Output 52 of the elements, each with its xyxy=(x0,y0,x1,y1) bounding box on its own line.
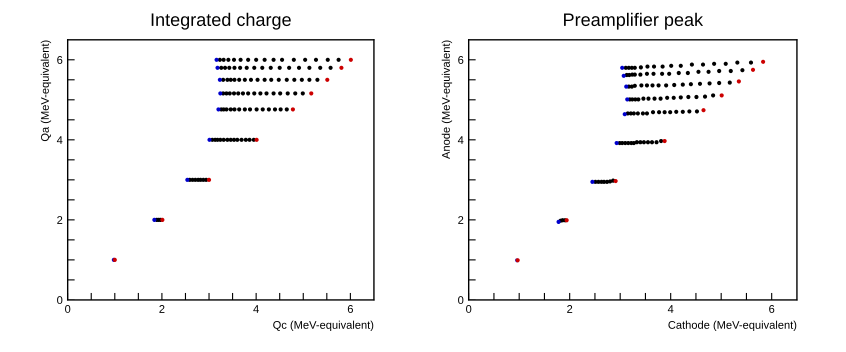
y-axis-title: Anode (MeV-equivalent) xyxy=(442,40,452,159)
point xyxy=(761,60,766,64)
x-axis-title: Qc (MeV-equivalent) xyxy=(273,320,374,332)
chart-title: Integrated charge xyxy=(152,12,291,30)
y-tick-label: 2 xyxy=(458,216,464,224)
point xyxy=(218,91,222,96)
point xyxy=(216,107,221,112)
x-axis-title: Cathode (MeV-equivalent) xyxy=(668,320,796,332)
point xyxy=(214,58,219,62)
point xyxy=(290,107,295,112)
point xyxy=(348,58,353,62)
point xyxy=(325,78,330,82)
chart-title: Preamplifier peak xyxy=(564,12,704,30)
point xyxy=(556,220,561,224)
x-tick-label: 6 xyxy=(769,305,774,313)
point xyxy=(720,93,724,98)
x-tick-label: 6 xyxy=(348,305,353,313)
point xyxy=(339,66,344,70)
point xyxy=(254,138,259,142)
y-tick-label: 0 xyxy=(57,296,62,304)
y-tick-label: 0 xyxy=(458,296,464,304)
point xyxy=(736,79,741,84)
point xyxy=(622,74,626,78)
x-tick-label: 4 xyxy=(668,305,674,313)
y-tick-label: 4 xyxy=(56,136,62,144)
point xyxy=(624,84,628,89)
point xyxy=(206,178,212,182)
point xyxy=(215,66,220,70)
point xyxy=(590,180,594,184)
point xyxy=(185,178,190,182)
point xyxy=(309,91,314,96)
point xyxy=(614,140,619,146)
x-tick-label: 2 xyxy=(567,305,572,313)
point xyxy=(218,78,222,82)
point xyxy=(152,218,156,222)
x-tick-label: 4 xyxy=(253,305,259,313)
point xyxy=(750,68,756,72)
y-tick-label: 4 xyxy=(458,136,464,144)
point xyxy=(614,178,618,184)
point xyxy=(662,138,667,144)
y-tick-label: 2 xyxy=(57,216,62,224)
y-tick-label: 6 xyxy=(57,56,62,64)
point xyxy=(625,97,630,102)
x-tick-label: 0 xyxy=(65,305,70,313)
y-axis-title: Qa (MeV-equivalent) xyxy=(40,40,52,142)
x-tick-label: 2 xyxy=(159,305,164,313)
point xyxy=(620,66,624,70)
x-tick-label: 0 xyxy=(466,305,472,313)
y-tick-label: 6 xyxy=(458,56,464,64)
point xyxy=(701,108,706,112)
point xyxy=(207,138,212,142)
point xyxy=(622,112,627,116)
